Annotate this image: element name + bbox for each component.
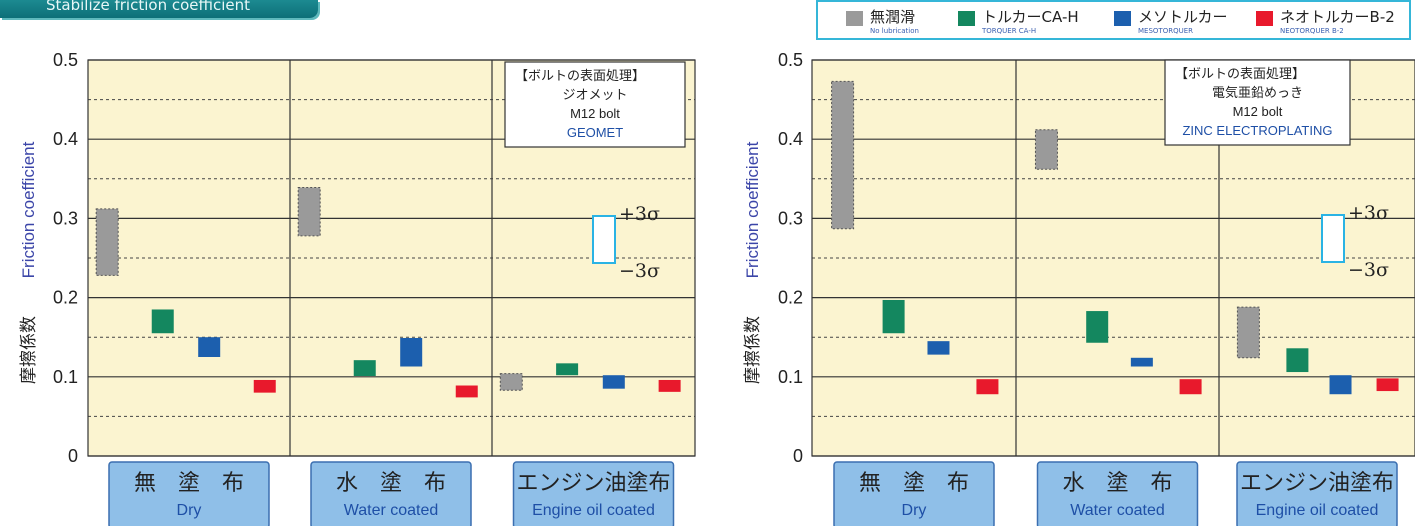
y-axis-label-jp: 摩擦係数 <box>19 316 39 384</box>
plot-frame <box>87 59 696 457</box>
category-label-jp: 無 塗 布 <box>859 471 969 496</box>
note-line: 【ボルトの表面処理】 <box>515 69 645 84</box>
y-axis-label-jp: 摩擦係数 <box>743 316 763 384</box>
sigma-range-marker <box>592 215 616 264</box>
range-bar-torquer-ca-h <box>556 363 579 376</box>
note-line: M12 bolt <box>1233 104 1283 119</box>
sigma-upper-label: +3σ <box>619 203 660 225</box>
legend-label-jp: メソトルカー <box>1138 8 1228 26</box>
legend-label-jp: トルカーCA-H <box>982 8 1079 26</box>
category-label-en: Water coated <box>1070 502 1165 519</box>
range-bar-neotorquer-b-2 <box>1179 379 1202 395</box>
range-bar-torquer-ca-h <box>1086 311 1109 343</box>
category-label-en: Dry <box>902 502 927 519</box>
y-tick-label: 0.1 <box>53 367 78 387</box>
range-bar-mesotorquer <box>927 341 950 355</box>
y-tick-label: 0.2 <box>778 288 803 308</box>
note-line: 電気亜鉛めっき <box>1212 85 1303 101</box>
category-box <box>310 461 472 526</box>
note-line: 【ボルトの表面処理】 <box>1175 67 1305 82</box>
category-box <box>1236 461 1398 526</box>
range-bar-no-lubrication <box>1236 306 1260 359</box>
range-bar-neotorquer-b-2 <box>658 379 681 392</box>
y-tick-label: 0.4 <box>53 129 78 149</box>
legend-swatch <box>1256 11 1273 26</box>
range-bar-no-lubrication <box>1034 129 1058 170</box>
y-tick-label: 0.5 <box>53 50 78 70</box>
note-line: ジオメット <box>562 88 627 103</box>
range-bar-torquer-ca-h <box>882 299 905 334</box>
range-bar-no-lubrication <box>831 80 855 230</box>
range-bar-mesotorquer <box>400 337 423 367</box>
legend-label-en: NEOTORQUER B-2 <box>1280 27 1344 35</box>
y-axis-label-en: Friction coefficient <box>19 141 38 278</box>
legend: 無潤滑 No lubrication トルカーCA-H TORQUER CA-H… <box>816 0 1411 40</box>
sigma-upper-label: +3σ <box>1348 202 1389 224</box>
range-bar-neotorquer-b-2 <box>976 379 999 395</box>
legend-swatch <box>1114 11 1131 26</box>
category-label-jp: 水 塗 布 <box>336 471 446 496</box>
y-tick-label: 0.1 <box>778 367 803 387</box>
sigma-lower-label: −3σ <box>619 260 660 282</box>
note-line: ZINC ELECTROPLATING <box>1182 123 1332 138</box>
y-tick-label: 0.2 <box>53 288 78 308</box>
category-label-jp: エンジン油塗布 <box>1240 471 1394 496</box>
banner-title: Stabilize friction coefficient <box>46 0 251 14</box>
legend-label-jp: ネオトルカーB-2 <box>1280 8 1395 26</box>
range-bar-mesotorquer <box>602 375 625 389</box>
legend-swatch <box>958 11 975 26</box>
legend-label-jp: 無潤滑 <box>870 8 916 26</box>
category-label-en: Engine oil coated <box>1256 502 1379 519</box>
legend-label-en: MESOTORQUER <box>1138 27 1193 35</box>
range-bar-no-lubrication <box>499 373 523 391</box>
title-banner: Stabilize friction coefficient <box>0 0 318 18</box>
category-label-en: Dry <box>177 502 202 519</box>
range-bar-mesotorquer <box>1130 357 1153 367</box>
sigma-lower-label: −3σ <box>1348 259 1389 281</box>
plot-frame <box>811 59 1415 457</box>
range-bar-neotorquer-b-2 <box>455 385 478 398</box>
range-bar-no-lubrication <box>297 187 321 237</box>
note-line: GEOMET <box>567 125 623 140</box>
category-box <box>108 461 270 526</box>
legend-label-en: TORQUER CA-H <box>982 27 1037 35</box>
legend-label-en: No lubrication <box>870 27 919 35</box>
range-bar-mesotorquer <box>198 337 221 357</box>
sigma-range-marker <box>1321 214 1345 263</box>
range-bar-torquer-ca-h <box>353 360 376 377</box>
category-box <box>512 461 675 526</box>
range-bar-no-lubrication <box>95 208 119 276</box>
category-label-jp: エンジン油塗布 <box>516 471 670 496</box>
y-tick-label: 0.3 <box>53 208 78 228</box>
surface-treatment-note <box>504 61 686 148</box>
category-label-jp: 水 塗 布 <box>1062 471 1172 496</box>
category-label-jp: 無 塗 布 <box>134 471 244 496</box>
category-label-en: Water coated <box>344 502 439 519</box>
category-label-en: Engine oil coated <box>532 502 655 519</box>
range-bar-torquer-ca-h <box>1286 348 1309 373</box>
y-tick-label: 0.4 <box>778 129 803 149</box>
y-axis-label-en: Friction coefficient <box>743 141 762 278</box>
range-bar-neotorquer-b-2 <box>253 379 276 393</box>
category-box <box>1036 461 1199 526</box>
range-bar-neotorquer-b-2 <box>1376 378 1399 392</box>
y-tick-label: 0.3 <box>778 208 803 228</box>
range-bar-mesotorquer <box>1329 375 1352 395</box>
surface-treatment-note <box>1164 59 1351 146</box>
category-box <box>833 461 995 526</box>
y-tick-label: 0.5 <box>778 50 803 70</box>
legend-swatch <box>846 11 863 26</box>
y-tick-label: 0 <box>793 446 803 466</box>
note-line: M12 bolt <box>570 106 620 121</box>
y-tick-label: 0 <box>68 446 78 466</box>
range-bar-torquer-ca-h <box>151 309 174 334</box>
